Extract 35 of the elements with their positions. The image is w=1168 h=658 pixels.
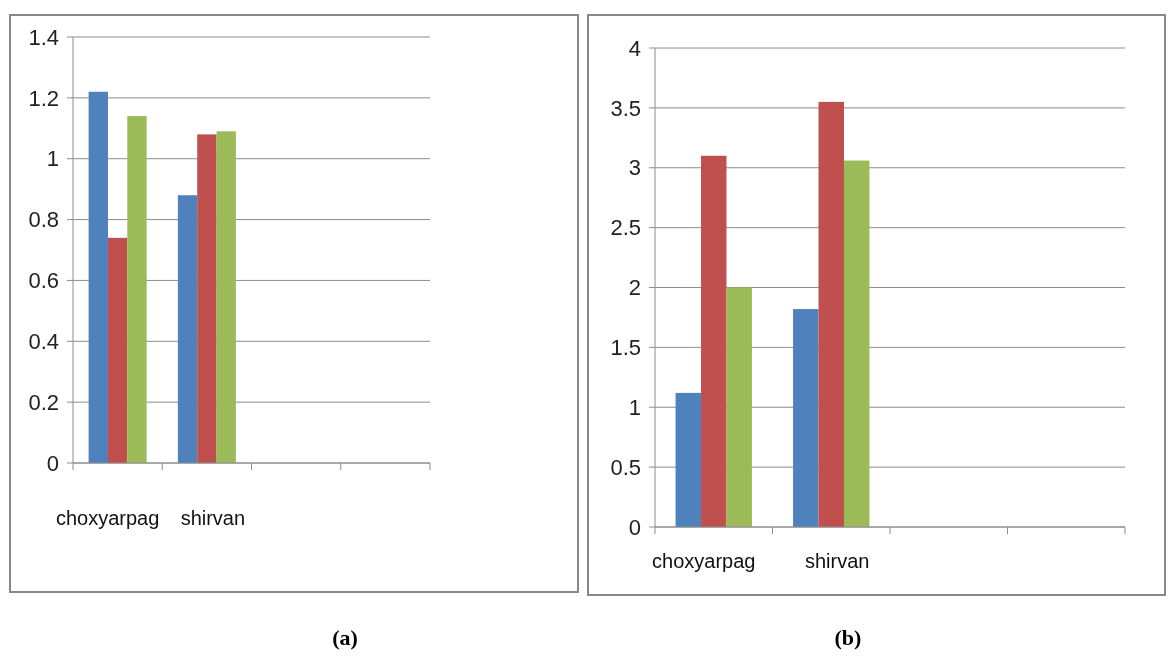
bar [197,134,217,463]
y-tick-label: 0.4 [28,328,59,354]
bar [818,101,844,527]
x-tick-label: shirvan [805,550,870,572]
y-tick-label: 0 [628,514,641,540]
y-tick-label: 1 [46,146,59,172]
text: (b) [834,625,862,650]
bar [177,195,198,463]
bar [88,91,108,463]
x-tick-label: choxyarpag [55,507,160,529]
y-tick-label: 0.2 [28,389,59,415]
y-tick-label: 0.6 [28,268,59,294]
bar [127,116,147,463]
y-tick-label: 1 [628,394,641,420]
text: (a) [332,625,358,650]
y-tick-label: 1.5 [610,335,641,361]
bar [675,392,702,527]
y-tick-label: 1.2 [28,85,59,111]
y-tick-label: 3.5 [610,95,641,121]
y-tick-label: 0.8 [28,207,59,233]
y-tick-label: 4 [628,35,641,61]
y-tick-label: 1.4 [28,24,59,50]
y-tick-label: 2 [628,275,641,301]
bar [793,309,819,527]
bar [107,237,128,463]
bar [843,160,870,527]
y-tick-label: 0 [46,450,59,476]
bar [216,131,236,463]
y-tick-label: 0.5 [610,454,641,480]
bar [701,155,727,527]
bar [726,287,752,527]
y-tick-label: 2.5 [610,215,641,241]
x-tick-label: choxyarpag [652,550,756,572]
x-tick-label: shirvan [180,507,246,529]
y-tick-label: 3 [628,155,641,181]
